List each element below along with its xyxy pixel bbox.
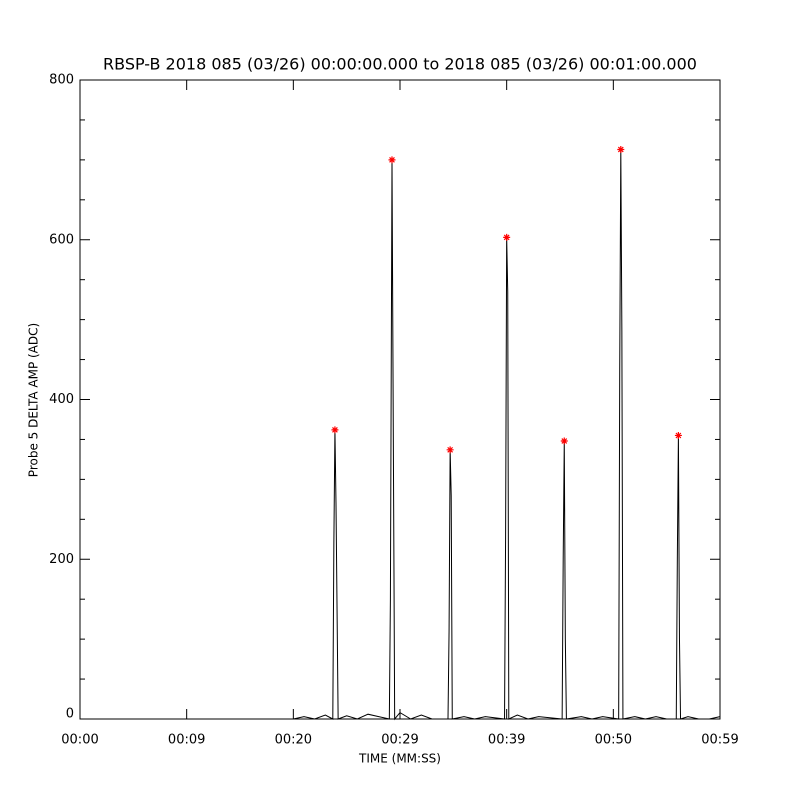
- y-tick-label: 400: [49, 392, 74, 407]
- plot-frame: [79, 79, 721, 720]
- peak-marker: [331, 426, 339, 434]
- peak-marker: [617, 145, 625, 153]
- y-tick-label: 600: [49, 232, 74, 247]
- peak-marker: [446, 446, 454, 454]
- peak-marker: [388, 156, 396, 164]
- y-tick-label: 0: [66, 707, 74, 722]
- x-tick-label: 00:00: [61, 733, 98, 748]
- y-axis-label: Probe 5 DELTA AMP (ADC): [27, 323, 41, 477]
- peak-marker: [560, 437, 568, 445]
- y-tick-label: 800: [49, 73, 74, 88]
- x-tick-label: 00:29: [381, 733, 418, 748]
- y-tick-label: 200: [49, 552, 74, 567]
- peak-marker: [503, 233, 511, 241]
- chart-title: RBSP-B 2018 085 (03/26) 00:00:00.000 to …: [103, 55, 697, 74]
- x-tick-label: 00:09: [168, 733, 205, 748]
- x-axis-label: TIME (MM:SS): [358, 752, 441, 766]
- x-tick-label: 00:20: [275, 733, 312, 748]
- x-tick-label: 00:50: [595, 733, 632, 748]
- x-tick-label: 00:59: [701, 733, 738, 748]
- x-tick-label: 00:39: [488, 733, 525, 748]
- peak-marker: [674, 431, 682, 439]
- data-line: [80, 149, 721, 721]
